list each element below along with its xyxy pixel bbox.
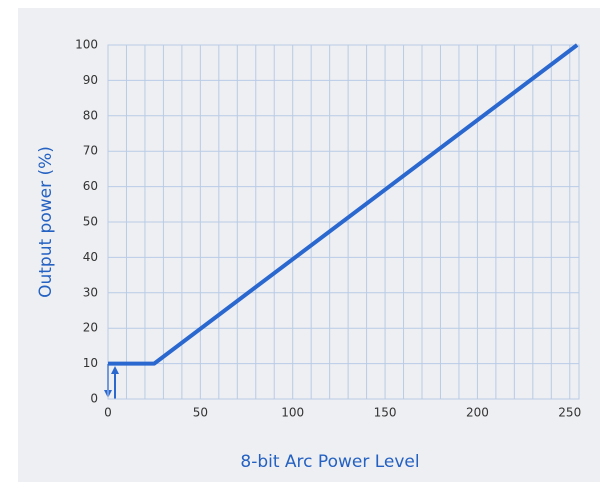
y-tick-label: 40 — [83, 250, 98, 264]
y-tick-label: 70 — [83, 144, 98, 158]
x-axis-label: 8-bit Arc Power Level — [240, 452, 419, 472]
x-tick-label: 250 — [558, 406, 581, 420]
y-axis-label: Output power (%) — [36, 146, 56, 298]
y-tick-label: 0 — [90, 392, 98, 406]
y-tick-label: 50 — [83, 215, 98, 229]
y-tick-label: 20 — [83, 321, 98, 335]
x-tick-label: 150 — [374, 406, 397, 420]
y-tick-label: 30 — [83, 285, 98, 299]
x-tick-label: 200 — [466, 406, 489, 420]
y-tick-label: 90 — [83, 73, 98, 87]
x-tick-label: 50 — [193, 406, 208, 420]
y-tick-label: 10 — [83, 356, 98, 370]
x-tick-label: 100 — [281, 406, 304, 420]
y-tick-label: 80 — [83, 108, 98, 122]
data-line — [108, 43, 579, 366]
y-tick-label: 100 — [75, 38, 98, 52]
y-tick-label: 60 — [83, 179, 98, 193]
x-tick-label: 0 — [104, 406, 112, 420]
